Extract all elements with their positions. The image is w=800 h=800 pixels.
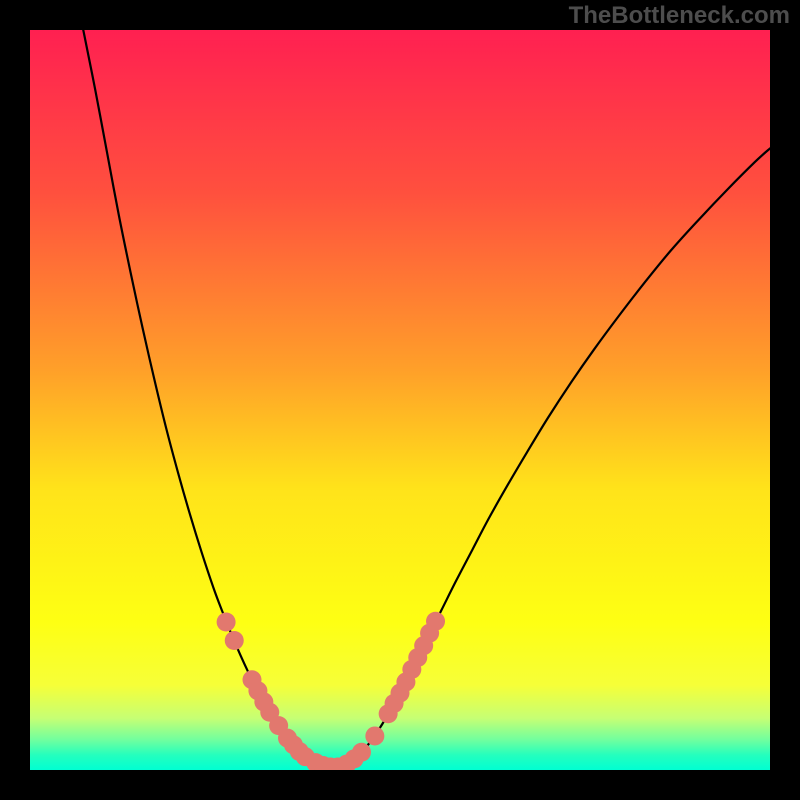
- marker-dot: [352, 743, 371, 762]
- marker-dot: [217, 613, 236, 632]
- marker-dot: [365, 726, 384, 745]
- curve-layer: [30, 30, 770, 770]
- plot-area: [30, 30, 770, 770]
- marker-dots: [217, 612, 445, 770]
- marker-dot: [225, 631, 244, 650]
- watermark-text: TheBottleneck.com: [569, 2, 790, 30]
- marker-dot: [426, 612, 445, 631]
